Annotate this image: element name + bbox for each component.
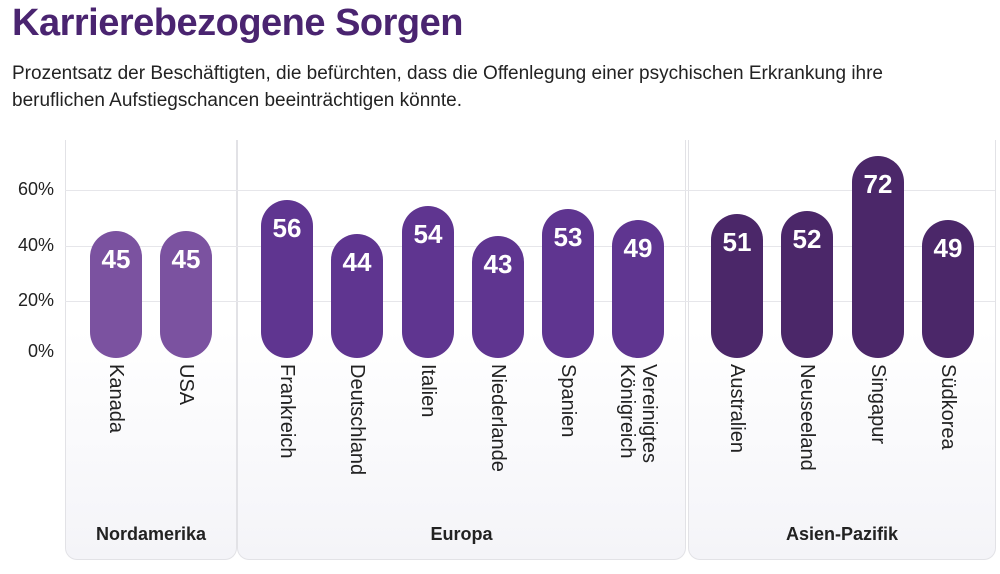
bar-australien: [711, 214, 763, 358]
bar-kanada: [90, 230, 142, 358]
data-label: 54: [413, 218, 443, 249]
y-tick-label: 60%: [17, 179, 54, 200]
group-label: Europa: [430, 524, 493, 544]
bar-frankreich: [261, 200, 313, 358]
data-label: 43: [483, 249, 513, 280]
chart-subtitle: Prozentsatz der Beschäftigten, die befür…: [12, 63, 884, 111]
category-label: Frankreich: [276, 364, 298, 459]
category-label: Niederlande: [487, 364, 509, 472]
bar-italien: [402, 205, 454, 358]
category-label: Vereinigtes Königreich: [616, 364, 660, 463]
category-label: Deutschland: [346, 364, 368, 476]
category-label: Neuseeland: [796, 364, 818, 471]
category-label: Italien: [417, 364, 439, 418]
bar-niederlande: [472, 236, 524, 358]
category-label: Südkorea: [937, 364, 959, 450]
data-label: 52: [792, 224, 822, 255]
bar-südkorea: [922, 219, 974, 358]
data-label: 44: [342, 246, 372, 277]
gridline: [65, 301, 995, 303]
group-label: Nordamerika: [95, 524, 207, 544]
gridline: [65, 190, 995, 192]
data-label: 51: [722, 227, 752, 258]
data-label: 45: [101, 243, 131, 274]
data-label: 56: [272, 213, 302, 244]
data-label: 53: [553, 221, 583, 252]
bar-spanien: [542, 208, 594, 358]
panel-nordamerika: Nordamerika: [65, 140, 237, 560]
category-label: Singapur: [867, 364, 889, 445]
category-label: Australien: [726, 364, 748, 453]
bar-deutschland: [331, 233, 383, 358]
category-label: Spanien: [557, 364, 579, 438]
data-label: 72: [863, 168, 893, 199]
data-label: 49: [623, 232, 653, 263]
data-label: 45: [171, 243, 201, 274]
panel-europa: Europa: [237, 140, 686, 560]
chart-title: Karrierebezogene Sorgen: [12, 2, 463, 44]
y-tick-label: 20%: [17, 290, 54, 311]
bar-singapur: [852, 155, 904, 358]
bar-neuseeland: [781, 211, 833, 358]
y-tick-label: 0%: [27, 341, 54, 361]
y-tick-label: 40%: [17, 234, 54, 255]
category-label: Kanada: [105, 364, 127, 433]
bar-vereinigtes-königreich: [612, 219, 664, 358]
category-label: USA: [175, 364, 197, 406]
group-label: Asien-Pazifik: [785, 524, 899, 544]
bar-usa: [160, 230, 212, 358]
data-label: 49: [933, 232, 963, 263]
gridline: [65, 245, 995, 247]
